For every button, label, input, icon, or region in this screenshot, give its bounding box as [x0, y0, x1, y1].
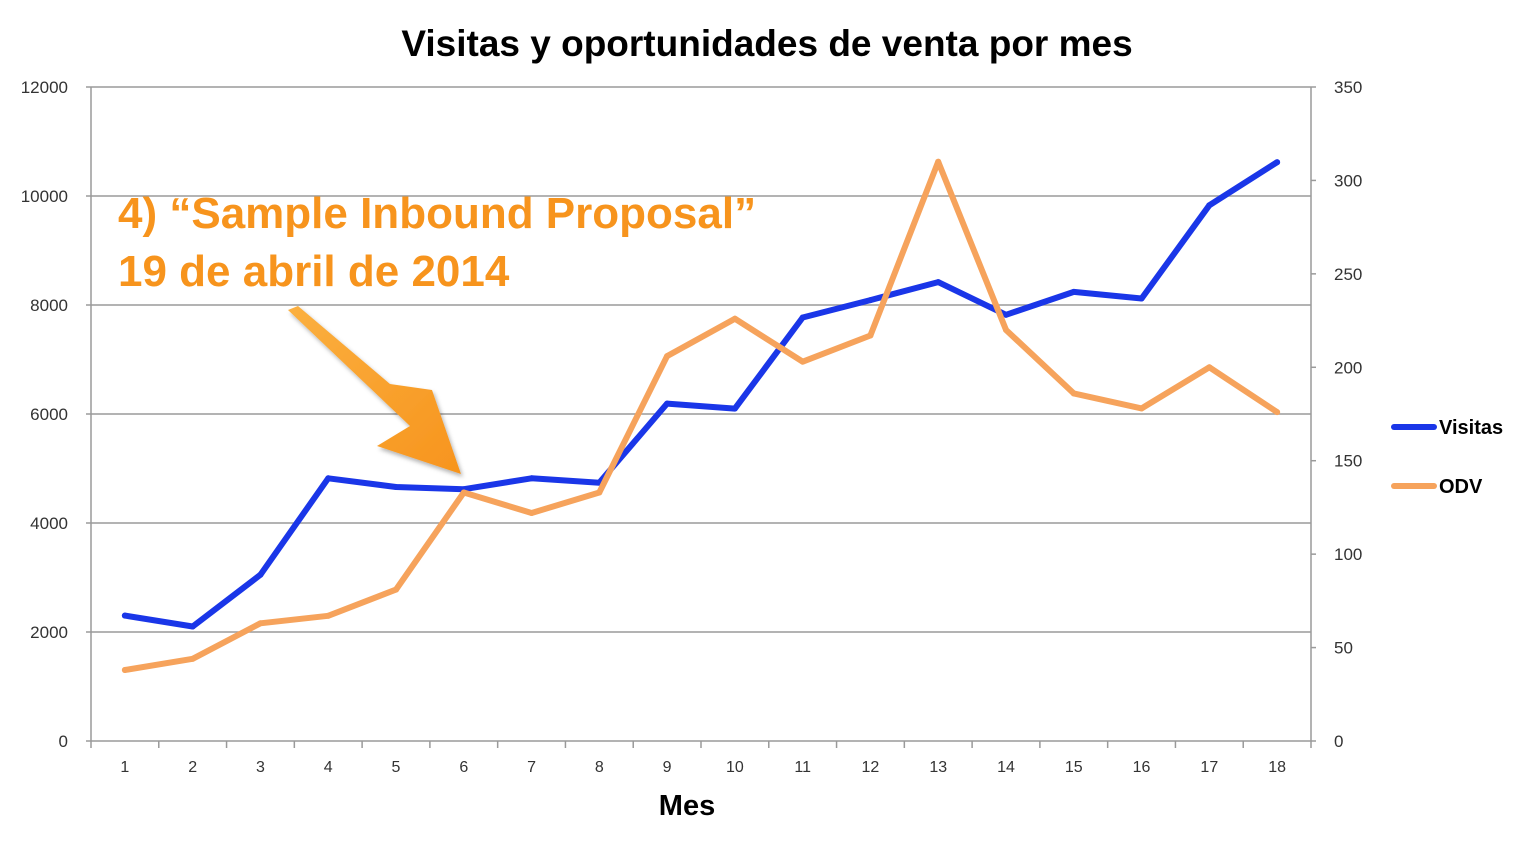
data-point-visitas: [393, 484, 399, 491]
legend-label: ODV: [1439, 476, 1483, 498]
data-point-odv: [1206, 364, 1213, 371]
y-axis-right-tick-label: 300: [1334, 171, 1362, 190]
data-point-visitas: [189, 623, 196, 630]
data-point-visitas: [1070, 288, 1077, 295]
y-axis-left-tick-label: 4000: [30, 514, 68, 533]
data-point-visitas: [325, 475, 332, 482]
series-line-odv: [121, 158, 1281, 673]
annotation-line-2: 19 de abril de 2014: [118, 247, 510, 296]
data-point-visitas: [121, 612, 128, 619]
series-line-visitas: [121, 159, 1281, 630]
data-point-visitas: [664, 400, 671, 407]
data-point-odv: [325, 612, 332, 619]
x-axis-tick-label: 7: [527, 759, 536, 776]
data-point-odv: [799, 358, 806, 365]
y-axis-left-tick-label: 0: [59, 732, 68, 751]
y-axis-right-ticks: 0 50 100 150 200 250 300 350: [1334, 78, 1362, 751]
y-axis-right-tick-label: 350: [1334, 78, 1362, 97]
chart-title: Visitas y oportunidades de venta por mes: [401, 23, 1132, 64]
data-point-odv: [1070, 390, 1077, 397]
x-axis-tick-label: 9: [663, 759, 672, 776]
data-point-odv: [1003, 326, 1009, 333]
x-axis-tick-label: 8: [595, 759, 604, 776]
data-point-odv: [1274, 409, 1281, 416]
data-point-odv: [731, 315, 738, 322]
data-point-odv: [121, 666, 128, 673]
x-axis-tick-label: 10: [726, 759, 744, 776]
x-axis-ticks: 1 2 3 4 5 6 7 8 9 10 11 12 13 14 15 16 17 18: [120, 759, 1286, 776]
data-point-odv: [528, 510, 535, 517]
data-point-odv: [460, 489, 467, 496]
y-axis-left-ticks: 0 2000 4000 6000 8000 10000 12000: [21, 78, 68, 751]
x-axis-tick-label: 13: [929, 759, 947, 776]
data-point-odv: [596, 489, 603, 496]
x-axis-tick-label: 2: [188, 759, 197, 776]
annotation-line-1: 4) “Sample Inbound Proposal”: [118, 189, 756, 238]
data-point-visitas: [1003, 311, 1009, 318]
x-axis-tick-label: 18: [1268, 759, 1286, 776]
x-axis-tick-label: 1: [120, 759, 129, 776]
annotation-arrow-icon: [288, 306, 461, 474]
data-point-odv: [867, 332, 874, 339]
x-axis-tick-label: 5: [392, 759, 401, 776]
y-axis-right-tick-label: 250: [1334, 265, 1362, 284]
data-point-odv: [189, 655, 196, 662]
x-axis-tick-label: 12: [862, 759, 880, 776]
y-axis-left-tick-label: 2000: [30, 623, 68, 642]
legend: Visitas ODV: [1391, 417, 1503, 498]
data-point-visitas: [257, 571, 264, 578]
data-point-visitas: [1138, 295, 1145, 302]
legend-label: Visitas: [1439, 417, 1503, 439]
x-axis-tick-label: 11: [794, 759, 811, 776]
series-lines: [121, 158, 1281, 673]
data-point-odv: [393, 586, 399, 593]
x-axis-tick-label: 15: [1065, 759, 1083, 776]
x-axis-tick-label: 17: [1200, 759, 1218, 776]
y-axis-left-tick-label: 12000: [21, 78, 68, 97]
axes: [86, 86, 1316, 748]
x-axis-tick-label: 6: [459, 759, 468, 776]
data-point-odv: [664, 353, 671, 360]
annotation: 4) “Sample Inbound Proposal” 19 de abril…: [118, 189, 756, 474]
x-axis-tick-label: 4: [324, 759, 333, 776]
data-point-visitas: [799, 314, 806, 321]
data-point-visitas: [528, 475, 535, 482]
gridlines: [91, 86, 1311, 742]
x-axis-tick-label: 14: [997, 759, 1015, 776]
y-axis-right-tick-label: 50: [1334, 639, 1353, 658]
data-point-odv: [1138, 405, 1145, 412]
data-point-odv: [257, 620, 264, 627]
y-axis-right-tick-label: 200: [1334, 358, 1362, 377]
y-axis-right-tick-label: 100: [1334, 545, 1362, 564]
y-axis-left-tick-label: 10000: [21, 187, 68, 206]
y-axis-right-tick-label: 150: [1334, 452, 1362, 471]
data-point-visitas: [1206, 202, 1213, 209]
data-point-visitas: [935, 279, 942, 286]
x-axis-tick-label: 16: [1133, 759, 1151, 776]
data-point-visitas: [867, 297, 874, 304]
data-point-odv: [935, 158, 942, 165]
x-axis-tick-label: 3: [256, 759, 265, 776]
y-axis-right-tick-label: 0: [1334, 732, 1343, 751]
x-axis-label: Mes: [659, 790, 715, 822]
y-axis-left-tick-label: 6000: [30, 405, 68, 424]
y-axis-left-tick-label: 8000: [30, 296, 68, 315]
data-point-visitas: [731, 405, 738, 412]
data-point-visitas: [1274, 159, 1281, 166]
